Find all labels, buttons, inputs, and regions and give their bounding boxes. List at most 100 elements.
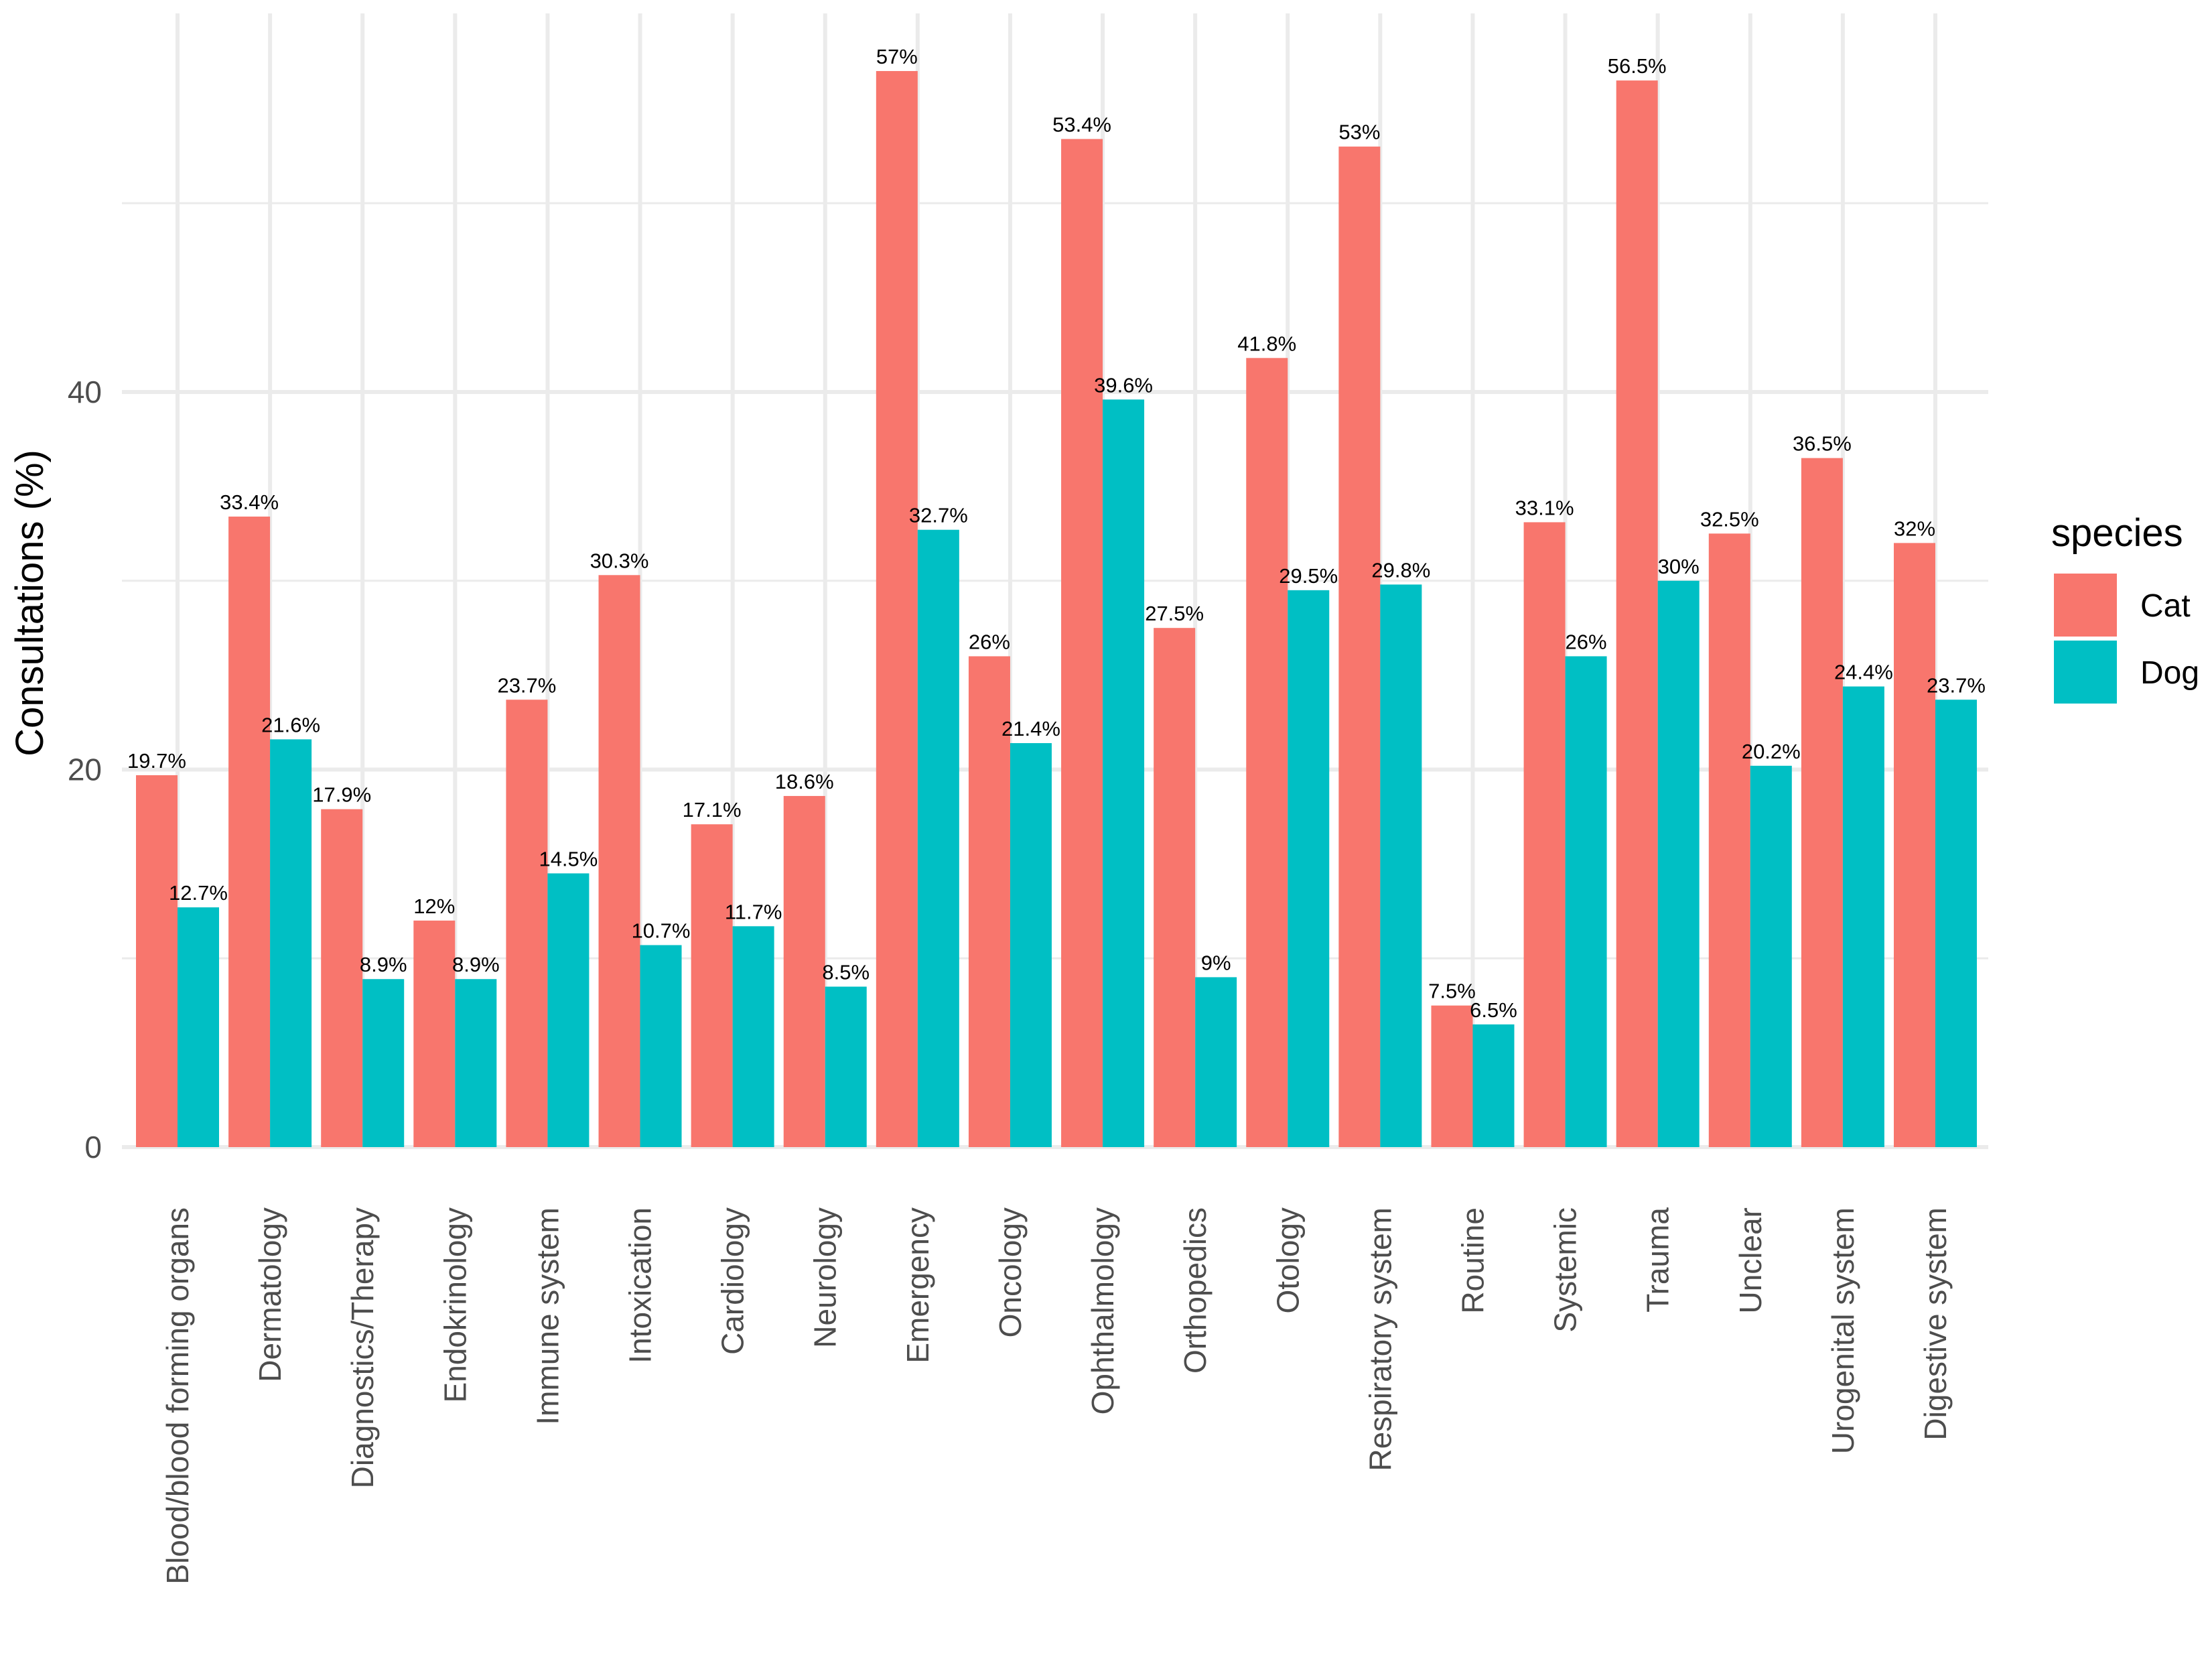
bar-cat bbox=[1246, 358, 1288, 1148]
data-label-cat: 33.4% bbox=[220, 490, 279, 514]
x-category-label: Dermatology bbox=[253, 1207, 287, 1382]
data-label-cat: 23.7% bbox=[497, 673, 556, 697]
bar-cat bbox=[968, 656, 1010, 1147]
data-label-dog: 29.5% bbox=[1279, 564, 1338, 588]
x-category-label: Diagnostics/Therapy bbox=[345, 1207, 380, 1488]
bar-cat bbox=[1616, 80, 1658, 1147]
data-label-cat: 18.6% bbox=[775, 770, 834, 793]
bar-cat bbox=[228, 516, 271, 1147]
data-label-dog: 6.5% bbox=[1470, 998, 1517, 1022]
bar-cat bbox=[413, 920, 456, 1147]
y-axis-ticks: 0 20 40 bbox=[68, 375, 102, 1165]
data-label-cat: 7.5% bbox=[1428, 980, 1476, 1003]
data-label-cat: 32.5% bbox=[1700, 507, 1759, 531]
data-label-dog: 29.8% bbox=[1371, 558, 1430, 582]
data-label-dog: 8.5% bbox=[822, 961, 870, 984]
bar-dog bbox=[178, 907, 219, 1147]
x-category-label: Blood/blood forming organs bbox=[160, 1207, 195, 1585]
legend-label-cat: Cat bbox=[2140, 588, 2191, 624]
x-category-label: Routine bbox=[1455, 1207, 1490, 1314]
data-label-dog: 8.9% bbox=[452, 953, 500, 976]
bar-dog bbox=[1472, 1024, 1515, 1147]
legend-swatch-cat bbox=[2054, 574, 2117, 637]
bar-cat bbox=[1338, 146, 1381, 1148]
bar-cat bbox=[598, 575, 640, 1147]
bar-dog bbox=[1842, 686, 1884, 1147]
bar-dog bbox=[917, 529, 959, 1147]
x-category-label: Unclear bbox=[1733, 1207, 1768, 1314]
legend-title: species bbox=[2051, 511, 2183, 555]
bar-cat bbox=[1061, 139, 1103, 1148]
bar-dog bbox=[362, 979, 405, 1147]
legend: species Cat Dog bbox=[2051, 511, 2199, 704]
bar-dog bbox=[1380, 584, 1422, 1147]
bar-cat bbox=[876, 71, 918, 1147]
bar-cat bbox=[321, 809, 363, 1147]
bar-dog bbox=[1935, 700, 1977, 1147]
data-label-cat: 53% bbox=[1338, 121, 1380, 144]
bar-cat bbox=[1431, 1005, 1473, 1147]
bar-dog bbox=[270, 739, 312, 1147]
data-label-dog: 24.4% bbox=[1834, 661, 1893, 684]
data-label-dog: 26% bbox=[1566, 630, 1607, 653]
y-tick-label: 0 bbox=[84, 1130, 102, 1165]
bar-dog bbox=[1750, 765, 1792, 1147]
y-axis-title: Consultations (%) bbox=[8, 450, 52, 756]
x-category-label: Intoxication bbox=[623, 1207, 658, 1364]
bar-cat bbox=[1708, 533, 1750, 1147]
bar-dog bbox=[1010, 743, 1052, 1147]
x-category-label: Emergency bbox=[900, 1207, 935, 1364]
data-label-dog: 12.7% bbox=[169, 881, 228, 905]
bar-cat bbox=[1894, 543, 1935, 1147]
bar-cat bbox=[1154, 628, 1196, 1147]
data-label-dog: 21.4% bbox=[1001, 717, 1060, 740]
data-label-cat: 12% bbox=[413, 895, 455, 918]
data-label-dog: 20.2% bbox=[1742, 740, 1801, 763]
legend-label-dog: Dog bbox=[2140, 655, 2199, 691]
x-category-label: Immune system bbox=[530, 1207, 565, 1425]
y-tick-label: 20 bbox=[68, 752, 102, 787]
data-labels: 19.7% 33.4% 17.9% 12% 23.7% 30.3% 17.1% 18.6% 57… bbox=[127, 45, 1986, 1022]
bar-dog bbox=[732, 926, 774, 1147]
data-label-cat: 53.4% bbox=[1052, 113, 1111, 136]
x-category-label: Neurology bbox=[808, 1207, 843, 1348]
bar-cat bbox=[136, 775, 178, 1147]
data-label-cat: 30.3% bbox=[590, 549, 649, 572]
bars bbox=[136, 71, 1977, 1148]
x-category-label: Cardiology bbox=[715, 1207, 750, 1355]
data-label-cat: 19.7% bbox=[127, 749, 186, 773]
bar-cat bbox=[783, 795, 825, 1147]
bar-dog bbox=[455, 979, 497, 1147]
bar-dog bbox=[1103, 399, 1145, 1147]
bar-dog bbox=[1657, 580, 1700, 1147]
data-label-dog: 32.7% bbox=[909, 504, 968, 527]
data-label-cat: 26% bbox=[969, 630, 1010, 653]
data-label-dog: 30% bbox=[1658, 555, 1700, 578]
bar-dog bbox=[1195, 977, 1237, 1147]
legend-swatch-dog bbox=[2054, 641, 2117, 704]
data-label-cat: 56.5% bbox=[1608, 54, 1667, 78]
bar-dog bbox=[640, 945, 682, 1147]
x-category-label: Systemic bbox=[1548, 1207, 1583, 1333]
data-label-dog: 21.6% bbox=[261, 713, 320, 736]
data-label-dog: 9% bbox=[1201, 951, 1231, 974]
x-category-label: Otology bbox=[1270, 1207, 1305, 1314]
data-label-cat: 32% bbox=[1894, 517, 1935, 540]
x-category-label: Ophthalmology bbox=[1085, 1207, 1120, 1414]
data-label-dog: 11.7% bbox=[725, 900, 782, 923]
data-label-dog: 39.6% bbox=[1094, 373, 1153, 397]
bar-dog bbox=[1565, 656, 1607, 1147]
bar-cat bbox=[691, 824, 733, 1147]
data-label-cat: 27.5% bbox=[1145, 602, 1204, 625]
x-category-label: Oncology bbox=[993, 1207, 1028, 1337]
x-axis-ticks: Blood/blood forming organs Dermatology Dia… bbox=[160, 1207, 1953, 1585]
data-label-cat: 57% bbox=[876, 45, 918, 68]
bar-cat bbox=[1523, 522, 1566, 1147]
data-label-dog: 10.7% bbox=[632, 919, 691, 943]
x-category-label: Urogenital system bbox=[1825, 1207, 1860, 1454]
x-category-label: Digestive system bbox=[1918, 1207, 1953, 1441]
data-label-cat: 33.1% bbox=[1515, 496, 1574, 519]
data-label-cat: 36.5% bbox=[1793, 432, 1852, 456]
bar-cat bbox=[506, 700, 548, 1147]
